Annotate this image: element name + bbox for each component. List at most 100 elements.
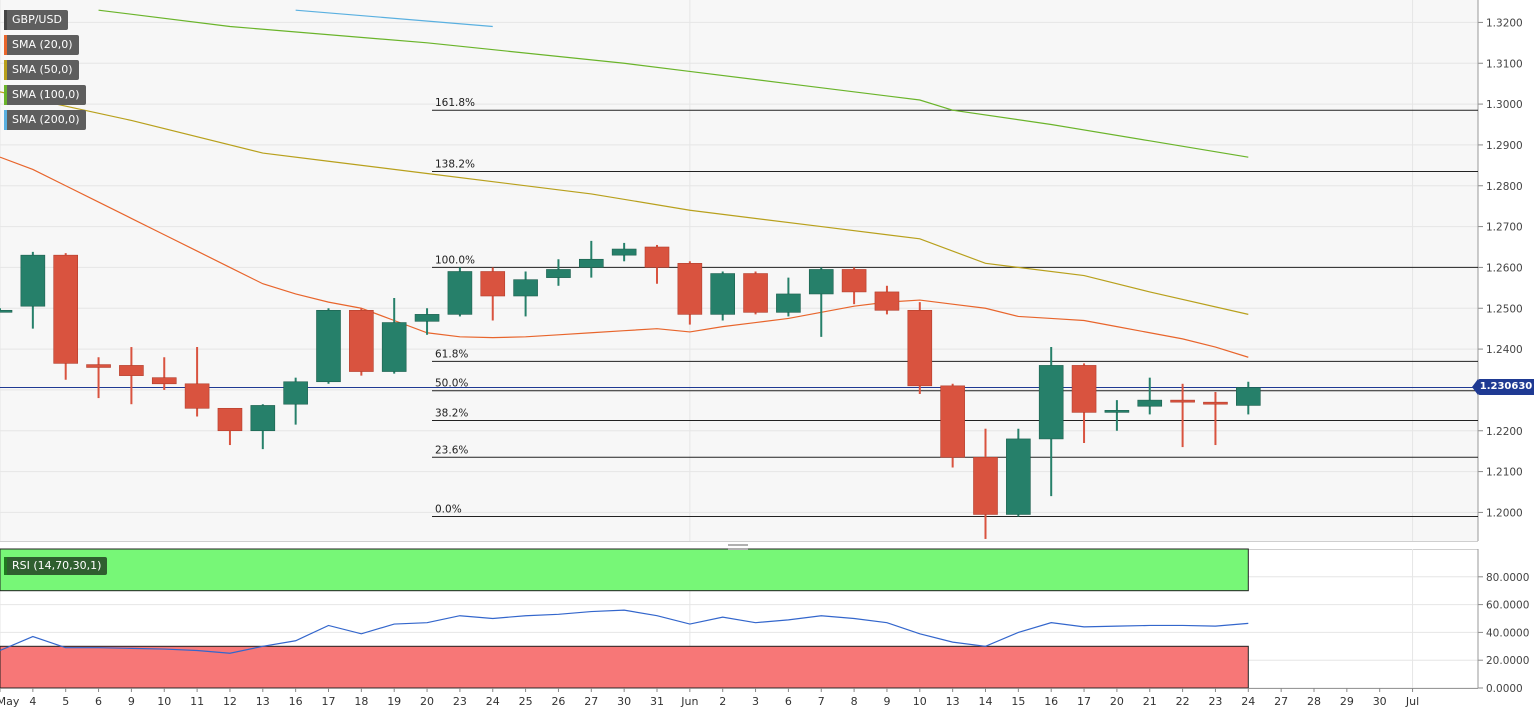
candle-body <box>1006 438 1031 515</box>
fib-level-label: 0.0% <box>435 504 462 516</box>
candle-body <box>578 258 604 268</box>
rsi-overbought-zone <box>0 548 1249 592</box>
candle-body <box>743 273 768 313</box>
candle-body <box>184 383 210 409</box>
candle-body <box>283 381 308 405</box>
y-tick-label: 1.3100 <box>1486 58 1523 70</box>
x-tick-label: 18 <box>354 695 368 708</box>
x-tick-label: 4 <box>29 695 36 708</box>
legend-sma-200-label: SMA (200,0) <box>12 113 80 126</box>
legend-sma-50-label: SMA (50,0) <box>12 63 73 76</box>
x-tick-label: 19 <box>387 695 401 708</box>
sma-20-swatch <box>4 35 7 55</box>
x-tick-label: 20 <box>420 695 434 708</box>
candle-body <box>973 456 998 515</box>
x-tick-label: 21 <box>1143 695 1157 708</box>
y-tick-label: 1.2600 <box>1486 262 1523 274</box>
candle-body <box>940 385 965 458</box>
candle-body <box>316 309 341 383</box>
x-tick-label: 10 <box>157 695 171 708</box>
candle-body <box>513 279 538 297</box>
pane-resize-handle[interactable] <box>728 544 748 550</box>
candle-body <box>546 269 571 278</box>
x-tick-label: 11 <box>190 695 204 708</box>
last-price-badge: 1.230630 <box>1472 379 1534 396</box>
candle-body <box>1071 365 1097 413</box>
rsi-y-tick-label: 20.0000 <box>1486 655 1529 667</box>
candle-body <box>480 271 506 297</box>
x-tick-label: 28 <box>1307 695 1321 708</box>
x-tick-label: 9 <box>128 695 135 708</box>
legend-sma-100-label: SMA (100,0) <box>12 88 80 101</box>
x-tick-label: 8 <box>851 695 858 708</box>
sma-line-50 <box>0 91 1249 315</box>
y-tick-label: 1.2400 <box>1486 344 1523 356</box>
candle-body <box>1236 387 1261 406</box>
fib-level-label: 38.2% <box>435 408 468 420</box>
sma-50-swatch <box>4 60 7 80</box>
x-tick-label: 24 <box>1241 695 1255 708</box>
x-tick-label: 6 <box>95 695 102 708</box>
candle-body <box>1104 410 1130 413</box>
rsi-swatch <box>4 557 7 575</box>
x-tick-label: 5 <box>62 695 69 708</box>
x-tick-label: 23 <box>453 695 467 708</box>
fib-level-label: 138.2% <box>435 158 475 170</box>
candle-body <box>611 248 637 256</box>
x-tick-label: 17 <box>322 695 336 708</box>
candle-body <box>808 269 834 295</box>
x-tick-label: 13 <box>946 695 960 708</box>
x-tick-label: 9 <box>883 695 890 708</box>
sma-line-20 <box>0 156 1249 358</box>
x-tick-label: May <box>0 695 20 708</box>
y-tick-label: 1.2200 <box>1486 426 1523 438</box>
candle-body <box>20 254 46 307</box>
rsi-y-tick-label: 0.0000 <box>1486 683 1523 695</box>
candle-body <box>217 407 243 432</box>
candle-body <box>644 246 670 268</box>
y-tick-label: 1.2000 <box>1486 507 1523 519</box>
x-tick-label: 14 <box>979 695 993 708</box>
rsi-legend-label: RSI (14,70,30,1) <box>12 559 102 572</box>
sma-100-swatch <box>4 85 7 105</box>
candle-body <box>414 314 440 322</box>
legend-sma-50[interactable]: SMA (50,0) <box>4 60 79 80</box>
x-tick-label: 27 <box>584 695 598 708</box>
legend-sma-200[interactable]: SMA (200,0) <box>4 110 86 130</box>
candle-body <box>0 309 13 313</box>
x-tick-label: 29 <box>1340 695 1354 708</box>
legend-sma-20[interactable]: SMA (20,0) <box>4 35 79 55</box>
x-tick-label: 2 <box>719 695 726 708</box>
legend-sma-20-label: SMA (20,0) <box>12 38 73 51</box>
sma-200-swatch <box>4 110 7 130</box>
fib-level-label: 23.6% <box>435 444 468 456</box>
candle-body <box>250 405 276 432</box>
y-tick-label: 1.2100 <box>1486 467 1523 479</box>
x-tick-label: 6 <box>785 695 792 708</box>
x-tick-label: Jul <box>1405 695 1419 708</box>
y-tick-label: 1.3000 <box>1486 99 1523 111</box>
x-tick-label: 25 <box>519 695 533 708</box>
candle-body <box>907 309 933 387</box>
candle-body <box>1137 399 1163 407</box>
candle-body <box>151 377 177 385</box>
x-tick-label: 31 <box>650 695 664 708</box>
candle-body <box>447 271 473 315</box>
y-tick-label: 1.2800 <box>1486 181 1523 193</box>
fib-level-label: 50.0% <box>435 378 468 390</box>
x-tick-label: 13 <box>256 695 270 708</box>
candle-body <box>677 263 703 315</box>
rsi-y-tick-label: 60.0000 <box>1486 600 1529 612</box>
x-tick-label: 30 <box>1373 695 1387 708</box>
rsi-line <box>0 609 1249 654</box>
y-tick-label: 1.2700 <box>1486 222 1523 234</box>
candle-body <box>349 309 374 372</box>
legend-sma-100[interactable]: SMA (100,0) <box>4 85 86 105</box>
candle-body <box>119 365 144 376</box>
x-tick-label: 3 <box>752 695 759 708</box>
x-tick-label: 26 <box>551 695 565 708</box>
rsi-legend[interactable]: RSI (14,70,30,1) <box>4 557 108 575</box>
x-tick-label: 30 <box>617 695 631 708</box>
